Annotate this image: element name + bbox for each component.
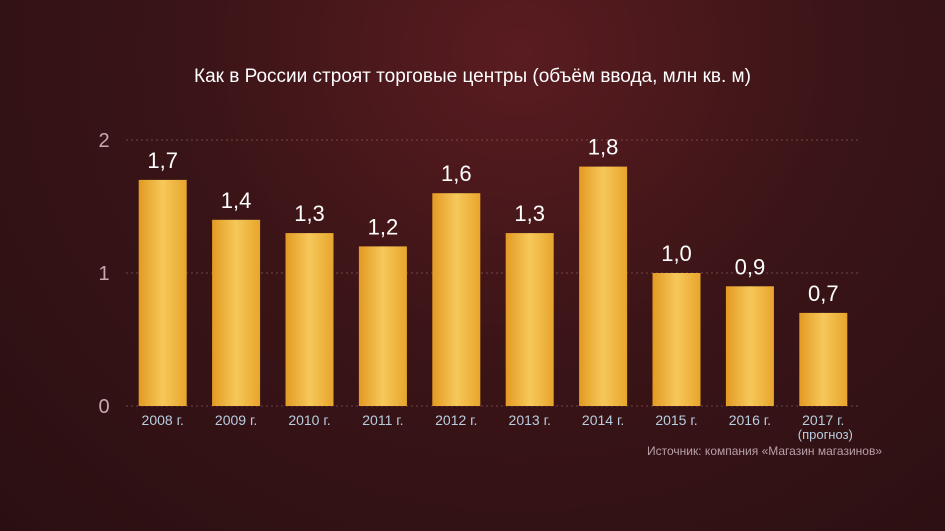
data-label: 1,4 (221, 188, 252, 213)
x-tick-label: 2014 г. (582, 412, 624, 428)
data-label: 1,0 (661, 241, 692, 266)
y-tick-label: 2 (98, 130, 109, 152)
data-label: 1,2 (368, 214, 399, 239)
x-tick-label: 2011 г. (362, 412, 403, 428)
data-label: 0,9 (735, 254, 766, 279)
data-label: 1,3 (294, 201, 325, 226)
data-label: 1,7 (147, 148, 178, 173)
x-tick-label: 2008 г. (142, 412, 184, 428)
x-tick-note: (прогноз) (798, 427, 853, 442)
x-tick-label: 2017 г. (802, 412, 844, 428)
x-tick-label: 2015 г. (655, 412, 697, 428)
y-tick-label: 0 (98, 396, 109, 418)
data-label: 1,3 (514, 201, 545, 226)
x-tick-label: 2010 г. (288, 412, 330, 428)
y-tick-label: 1 (98, 263, 109, 285)
data-label: 1,8 (588, 135, 619, 160)
chart-title: Как в России строят торговые центры (объ… (194, 66, 751, 87)
x-tick-label: 2009 г. (215, 412, 257, 428)
source-note: Источник: компания «Магазин магазинов» (647, 444, 882, 458)
x-tick-label: 2013 г. (509, 412, 551, 428)
x-tick-label: 2012 г. (435, 412, 477, 428)
data-label: 1,6 (441, 161, 472, 186)
data-label: 0,7 (808, 281, 839, 306)
x-tick-label: 2016 г. (729, 412, 771, 428)
